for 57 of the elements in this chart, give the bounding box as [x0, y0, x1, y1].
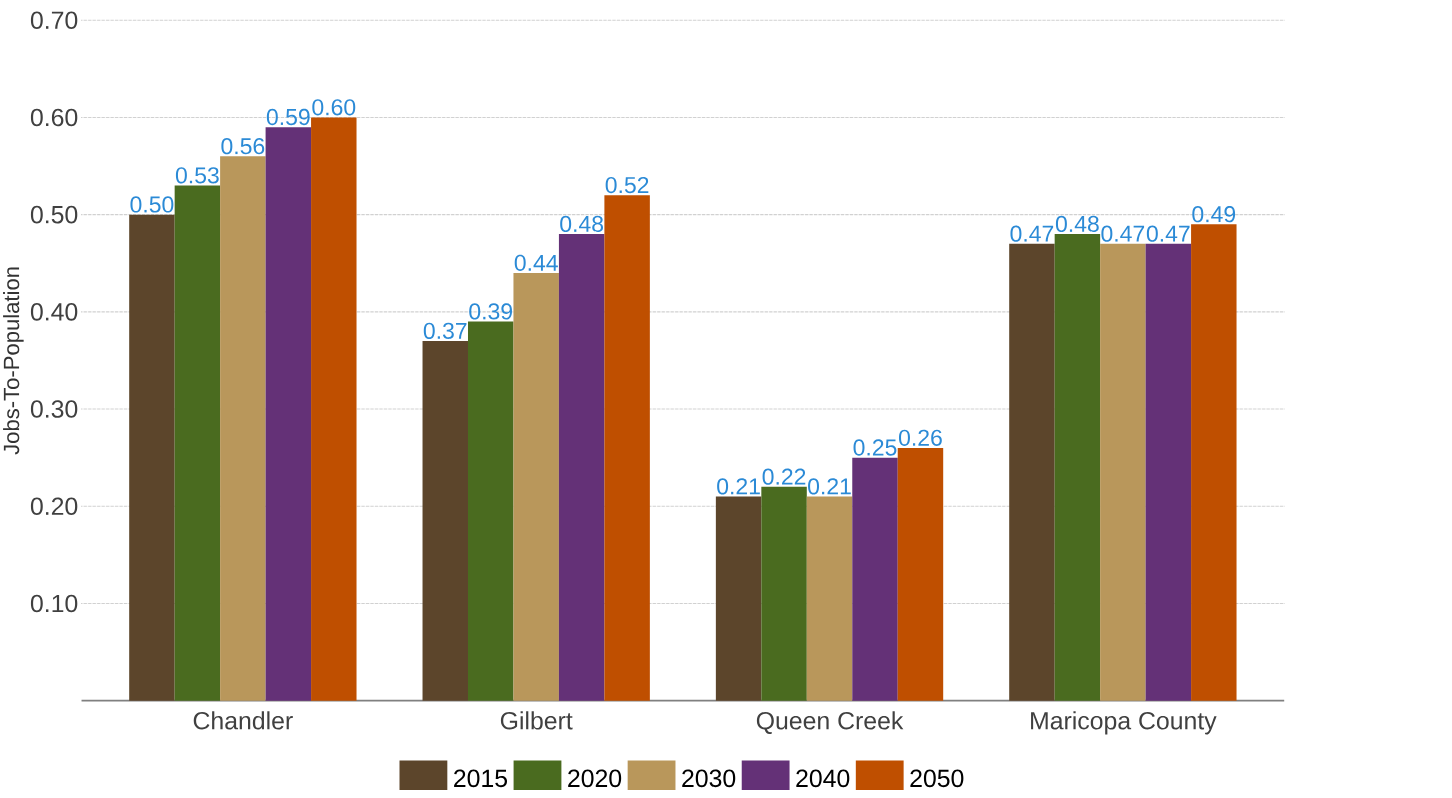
bar	[1145, 243, 1192, 701]
y-tick-label: 0.50	[30, 205, 78, 224]
data-label: 0.49	[1192, 206, 1236, 223]
data-label: 0.39	[469, 303, 513, 320]
legend-label: 2030	[682, 769, 736, 788]
bar	[897, 447, 944, 701]
data-label: 0.21	[717, 478, 760, 495]
y-tick-label: 0.40	[30, 302, 78, 321]
y-tick-label: 0.10	[30, 594, 78, 613]
bar	[129, 214, 175, 701]
bar	[604, 195, 650, 701]
bar	[806, 496, 853, 701]
data-label: 0.53	[175, 167, 219, 184]
bar	[311, 117, 357, 701]
bar	[852, 457, 898, 701]
legend-label: 2040	[796, 769, 850, 788]
legend-label: 2050	[910, 769, 964, 788]
data-label: 0.21	[808, 478, 851, 495]
bar	[174, 185, 221, 701]
bar	[558, 234, 605, 701]
data-label: 0.47	[1010, 225, 1054, 242]
data-label: 0.48	[1055, 215, 1099, 232]
x-tick-label: Maricopa County	[1031, 711, 1217, 735]
y-tick-label: 0.30	[30, 400, 78, 418]
bar	[1191, 224, 1237, 701]
bar	[265, 127, 312, 701]
legend-label: 2015	[454, 769, 508, 788]
y-axis-title: Jobs-To-Population	[3, 267, 24, 455]
y-tick-label: 0.60	[30, 108, 78, 127]
bar	[715, 496, 762, 701]
data-label: 0.26	[898, 429, 942, 446]
legend-label: 2020	[568, 769, 622, 788]
data-label: 0.22	[762, 468, 806, 485]
bar	[220, 156, 266, 701]
data-label: 0.50	[130, 196, 174, 213]
bar	[1054, 234, 1101, 701]
data-label: 0.25	[853, 439, 897, 456]
bar	[513, 272, 559, 701]
data-label: 0.47	[1101, 225, 1145, 242]
data-label: 0.44	[514, 254, 558, 271]
bar	[1100, 243, 1146, 701]
data-label: 0.47	[1146, 225, 1190, 242]
bar	[422, 340, 468, 701]
x-tick-label: Chandler	[193, 711, 293, 730]
data-label: 0.60	[312, 99, 356, 116]
data-label: 0.56	[221, 137, 265, 155]
bar	[761, 486, 807, 701]
y-tick-label: 0.20	[30, 497, 78, 515]
bar	[1009, 243, 1055, 701]
x-tick-label: Queen Creek	[756, 711, 904, 734]
data-label: 0.59	[266, 108, 310, 126]
data-label: 0.48	[560, 215, 604, 232]
x-tick-label: Gilbert	[500, 711, 573, 730]
y-tick-label: 0.70	[30, 11, 78, 29]
bar	[467, 321, 514, 701]
data-label: 0.37	[423, 322, 467, 339]
data-label: 0.52	[605, 176, 649, 194]
